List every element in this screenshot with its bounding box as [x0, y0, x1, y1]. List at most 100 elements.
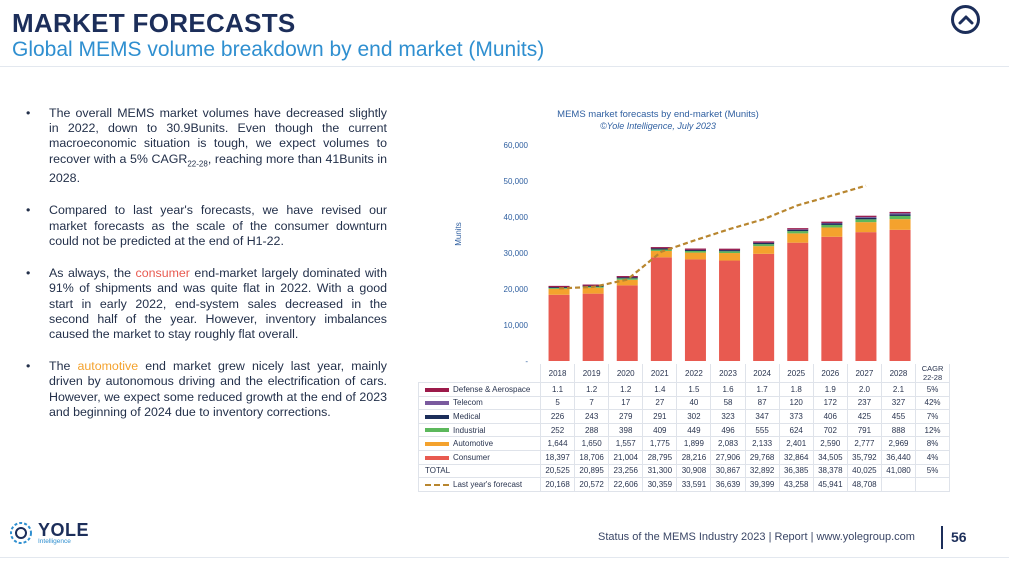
bar-segment	[650, 248, 672, 250]
data-label: 1.9	[812, 382, 848, 397]
cagr-value: 5%	[915, 463, 951, 479]
y-tick-label: 20,000	[504, 285, 529, 294]
x-tick-label: 2027	[846, 364, 882, 383]
table-row: Defense & Aerospace 1.1 1.2 1.2 1.4 1.5 1.6 1.7…	[418, 382, 951, 397]
data-label: 29,768	[744, 449, 780, 465]
bar-segment	[753, 246, 775, 254]
bar-segment	[821, 227, 843, 237]
data-label: 1,557	[608, 436, 644, 451]
table-row: Consumer 18,397 18,706 21,004 28,795 28,216 27…	[418, 449, 951, 465]
data-label: 702	[812, 422, 848, 438]
x-tick-label: 2022	[676, 364, 712, 383]
page-subtitle: Global MEMS volume breakdown by end mark…	[12, 38, 545, 61]
bullet-item: Compared to last year's forecasts, we ha…	[22, 203, 387, 249]
bar-segment	[855, 217, 877, 220]
bar-segment	[889, 214, 911, 216]
legend-entry: Telecom	[418, 395, 541, 411]
cagr-value: 7%	[915, 409, 951, 424]
table-header-row: 2018 2019 2020 2021 2022 2023 2024 2025 2026 2027…	[419, 364, 951, 383]
data-label: 38,378	[812, 463, 848, 479]
data-label: 243	[574, 409, 610, 424]
bar-segment	[753, 242, 775, 245]
page-title: MARKET FORECASTS	[12, 8, 296, 38]
data-label: 5	[539, 395, 576, 411]
data-label: 624	[778, 422, 814, 438]
bar-segment	[787, 233, 809, 243]
data-label: 40,025	[846, 463, 882, 479]
cagr-value: 4%	[915, 449, 951, 465]
bullet-list: The overall MEMS market volumes have dec…	[22, 106, 387, 437]
highlight-automotive: automotive	[77, 359, 139, 374]
data-label: 45,941	[812, 477, 848, 492]
bar-segment	[616, 279, 638, 286]
bar-segment	[616, 285, 638, 361]
logo-text: YOLE	[38, 519, 90, 540]
data-label: 1.7	[744, 382, 780, 397]
data-label: 87	[744, 395, 780, 411]
data-label: 2,969	[880, 436, 917, 451]
cagr-value: 8%	[915, 436, 951, 451]
data-label: 36,385	[778, 463, 814, 479]
legend-swatch	[425, 414, 449, 419]
legend-label: TOTAL	[425, 466, 451, 476]
bar-segment	[582, 287, 604, 294]
bar-segment	[821, 223, 843, 225]
legend-entry: TOTAL	[418, 463, 541, 479]
data-label: 30,908	[676, 463, 712, 479]
y-tick-label: 30,000	[504, 249, 529, 258]
data-label: 373	[778, 409, 814, 424]
y-tick-label: -	[525, 357, 528, 366]
bar-segment	[821, 222, 843, 224]
bar-segment	[855, 215, 877, 217]
bar-segment	[684, 248, 706, 250]
data-label: 1,899	[676, 436, 712, 451]
bar-segment	[719, 260, 741, 361]
bullet-item: The overall MEMS market volumes have dec…	[22, 106, 387, 186]
data-label: 1.5	[676, 382, 712, 397]
x-tick-label: 2018	[539, 364, 576, 383]
data-label: 172	[812, 395, 848, 411]
chart-subtitle: ©Yole Intelligence, July 2023	[600, 121, 716, 131]
data-label: 496	[710, 422, 746, 438]
data-label: 2,590	[812, 436, 848, 451]
data-label: 398	[608, 422, 644, 438]
bullet-item: As always, the consumer end-market large…	[22, 266, 387, 342]
table-row: Automotive 1,644 1,650 1,557 1,775 1,899 2,083…	[418, 436, 951, 451]
data-label: 2,083	[710, 436, 746, 451]
legend-entry: Medical	[418, 409, 541, 424]
scroll-top-button[interactable]	[951, 5, 980, 34]
data-label: 237	[846, 395, 882, 411]
data-label: 2,777	[846, 436, 882, 451]
data-label: 1.6	[710, 382, 746, 397]
data-label: 35,792	[846, 449, 882, 465]
data-label: 406	[812, 409, 848, 424]
bar-segment	[855, 232, 877, 361]
bar-segment	[582, 284, 604, 286]
logo-subtext: Intelligence	[38, 537, 71, 545]
data-label: 21,004	[608, 449, 644, 465]
cagr-value: 42%	[915, 395, 951, 411]
data-label: 41,080	[880, 463, 917, 479]
data-label: 33,591	[676, 477, 712, 492]
legend-entry: Automotive	[418, 436, 541, 451]
data-label	[880, 477, 917, 492]
cagr-subscript: 22-28	[187, 159, 208, 169]
data-label: 425	[846, 409, 882, 424]
data-label: 2.0	[846, 382, 882, 397]
data-label: 347	[744, 409, 780, 424]
legend-label: Consumer	[453, 452, 490, 462]
table-row: Telecom 5 7 17 27 40 58 87 120 172 237 327 42%	[418, 395, 951, 411]
data-label: 20,168	[539, 477, 576, 492]
page-number: 56	[951, 529, 967, 545]
bar-segment	[616, 276, 638, 278]
data-label: 555	[744, 422, 780, 438]
bar-segment	[753, 241, 775, 243]
data-label: 20,895	[574, 463, 610, 479]
cagr-value	[915, 477, 951, 492]
data-label: 28,795	[642, 449, 678, 465]
table-row: Medical 226 243 279 291 302 323 347 373 406 425 455…	[418, 409, 951, 424]
cagr-header: CAGR 22-28	[915, 364, 951, 383]
bar-segment	[753, 244, 775, 247]
chevron-up-icon	[958, 15, 973, 24]
data-label: 252	[539, 422, 576, 438]
